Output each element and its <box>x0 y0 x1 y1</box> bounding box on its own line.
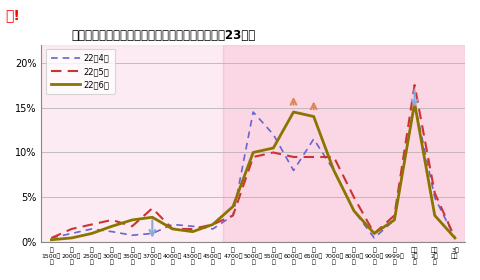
Legend: 22年4月, 22年5月, 22年6月: 22年4月, 22年5月, 22年6月 <box>46 49 115 94</box>
22年4月 <box>412 101 418 105</box>
22年6月 <box>210 223 216 226</box>
22年5月 <box>311 155 317 159</box>
22年6月 <box>69 236 74 240</box>
22年5月 <box>351 196 357 199</box>
22年5月 <box>210 223 216 226</box>
22年4月 <box>452 236 458 240</box>
22年5月 <box>129 225 135 228</box>
22年5月 <box>48 236 54 240</box>
22年4月 <box>48 236 54 240</box>
22年5月 <box>270 151 276 154</box>
22年6月 <box>311 115 317 118</box>
22年5月 <box>372 232 377 235</box>
22年6月 <box>109 225 115 228</box>
22年5月 <box>69 227 74 231</box>
22年5月 <box>250 155 256 159</box>
22年4月 <box>190 225 195 228</box>
22年4月 <box>250 110 256 114</box>
22年4月 <box>149 232 155 235</box>
22年4月 <box>311 137 317 141</box>
22年6月 <box>169 227 175 231</box>
22年5月 <box>412 83 418 87</box>
22年4月 <box>392 218 397 222</box>
22年4月 <box>270 133 276 136</box>
22年5月 <box>190 227 195 231</box>
22年6月 <box>190 230 195 233</box>
22年4月 <box>69 232 74 235</box>
Bar <box>223 45 465 242</box>
22年4月 <box>351 209 357 213</box>
Bar <box>41 45 223 242</box>
22年6月 <box>331 169 337 172</box>
22年6月 <box>291 110 297 114</box>
22年6月 <box>432 214 438 217</box>
22年6月 <box>351 209 357 213</box>
22年6月 <box>372 232 377 235</box>
22年5月 <box>291 155 297 159</box>
22年4月 <box>89 227 95 231</box>
22年4月 <box>129 234 135 237</box>
Line: 22年4月: 22年4月 <box>51 103 455 238</box>
22年6月 <box>250 151 256 154</box>
Text: 新築マンション価格帯別の発売戸数割合の推移（23区）: 新築マンション価格帯別の発売戸数割合の推移（23区） <box>71 29 255 42</box>
22年5月 <box>89 223 95 226</box>
22年5月 <box>149 207 155 210</box>
22年5月 <box>392 214 397 217</box>
22年4月 <box>210 227 216 231</box>
22年4月 <box>291 169 297 172</box>
22年5月 <box>169 227 175 231</box>
Line: 22年6月: 22年6月 <box>51 103 455 240</box>
22年6月 <box>392 218 397 222</box>
22年5月 <box>230 214 236 217</box>
22年6月 <box>89 232 95 235</box>
22年6月 <box>230 205 236 208</box>
22年6月 <box>48 238 54 241</box>
22年5月 <box>432 191 438 195</box>
22年4月 <box>432 196 438 199</box>
22年6月 <box>452 236 458 240</box>
22年4月 <box>169 223 175 226</box>
22年4月 <box>109 230 115 233</box>
22年6月 <box>149 216 155 219</box>
22年4月 <box>331 169 337 172</box>
22年6月 <box>129 218 135 222</box>
22年6月 <box>270 146 276 150</box>
22年4月 <box>230 214 236 217</box>
Line: 22年5月: 22年5月 <box>51 85 455 238</box>
22年5月 <box>331 155 337 159</box>
22年5月 <box>452 236 458 240</box>
Text: マ!: マ! <box>5 8 20 22</box>
22年5月 <box>109 218 115 222</box>
22年6月 <box>412 101 418 105</box>
22年4月 <box>372 236 377 240</box>
